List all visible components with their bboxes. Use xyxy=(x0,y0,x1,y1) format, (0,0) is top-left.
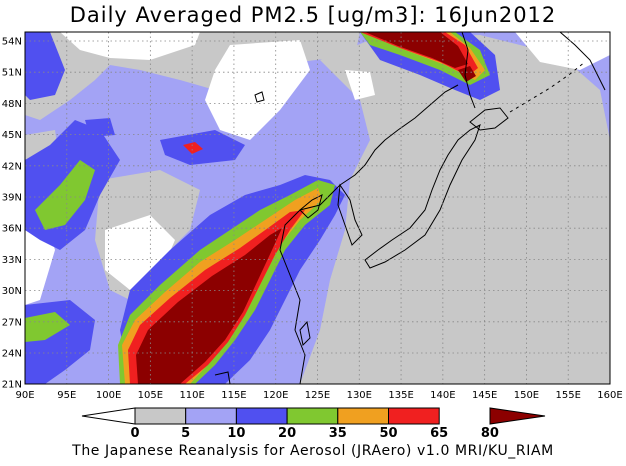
lon-tick-label: 140E xyxy=(430,390,455,401)
latitude-labels: 54N 51N 48N 45N 42N 39N 36N 33N 30N 27N 24N 21N xyxy=(2,37,22,391)
lat-tick-label: 45N xyxy=(2,130,22,141)
graticule xyxy=(25,32,610,384)
blue-region-north-patch xyxy=(160,130,245,165)
colorbar-right-arrow xyxy=(489,407,546,425)
lon-tick-label: 95E xyxy=(57,390,76,401)
colorbar-segment xyxy=(185,407,237,425)
colorbar-level-label: 10 xyxy=(227,426,245,440)
white-region-north xyxy=(60,32,200,60)
lon-tick-label: 145E xyxy=(472,390,497,401)
colorbar-level-label: 35 xyxy=(329,426,347,440)
white-region-sea-patch xyxy=(345,70,375,100)
colorbar-segment xyxy=(286,407,339,425)
colorbar-level-label: 20 xyxy=(278,426,296,440)
grey-region-sea xyxy=(300,35,610,384)
colorbar-segment xyxy=(235,407,288,425)
white-region-northcentral xyxy=(205,40,310,140)
lon-tick-label: 160E xyxy=(597,390,622,401)
colorbar-segment xyxy=(388,407,440,425)
concentration-field xyxy=(25,32,610,384)
lat-tick-label: 33N xyxy=(2,255,22,266)
lat-tick-label: 51N xyxy=(2,68,22,79)
lon-tick-label: 130E xyxy=(347,390,372,401)
coastline-bohai xyxy=(299,194,323,219)
coastline-asia xyxy=(279,84,459,384)
darkred-region-hotspot xyxy=(458,66,476,82)
lon-tick-label: 155E xyxy=(556,390,581,401)
colorbar-level-label: 80 xyxy=(481,426,499,440)
map-title: Daily Averaged PM2.5 [ug/m3]: 16Jun2012 xyxy=(69,3,557,27)
coastline-japan xyxy=(364,124,481,269)
lon-tick-label: 120E xyxy=(263,390,288,401)
lat-tick-label: 21N xyxy=(2,380,22,391)
coastline-taiwan xyxy=(299,320,311,347)
lon-tick-label: 105E xyxy=(138,390,163,401)
lon-tick-label: 90E xyxy=(15,390,34,401)
lon-tick-label: 135E xyxy=(388,390,413,401)
map-frame xyxy=(24,31,611,385)
coastline-hainan xyxy=(214,371,231,384)
colorbar-level-label: 50 xyxy=(379,426,397,440)
coastline-korea xyxy=(337,183,363,246)
lon-tick-label: 115E xyxy=(221,390,246,401)
white-region-topright xyxy=(515,32,610,70)
colorbar-level-label: 65 xyxy=(430,426,448,440)
credit-line: The Japanese Reanalysis for Aerosol (JRA… xyxy=(72,443,554,459)
colorbar-left-arrow xyxy=(81,407,136,425)
lake-khanka xyxy=(254,91,265,103)
blue-region-northwest xyxy=(25,32,65,100)
lon-tick-label: 125E xyxy=(305,390,330,401)
lat-tick-label: 48N xyxy=(2,99,22,110)
colorbar-segment xyxy=(337,407,389,425)
lat-tick-label: 36N xyxy=(2,224,22,235)
colorbar: 0 5 10 20 35 50 65 80 xyxy=(81,407,546,440)
pm25-map: 90E 95E 100E 105E 110E 115E 120E 125E 130E 135E 14… xyxy=(2,31,623,440)
longitude-labels: 90E 95E 100E 105E 110E 115E 120E 125E 130E 135E 14… xyxy=(15,390,622,401)
colorbar-level-label: 5 xyxy=(181,426,190,440)
lon-tick-label: 110E xyxy=(179,390,204,401)
lat-tick-label: 24N xyxy=(2,349,22,360)
lat-tick-label: 27N xyxy=(2,317,22,328)
green-region-west xyxy=(35,160,95,230)
lon-tick-label: 150E xyxy=(514,390,539,401)
kuril-islands xyxy=(509,61,586,113)
lat-tick-label: 39N xyxy=(2,193,22,204)
lon-tick-label: 100E xyxy=(96,390,121,401)
blue-region-small-north xyxy=(85,118,115,137)
coastline-sakhalin xyxy=(461,32,476,109)
colorbar-segment xyxy=(134,407,187,425)
darkred-region-plume xyxy=(136,228,282,384)
green-region-sw xyxy=(25,312,70,342)
lat-tick-label: 42N xyxy=(2,161,22,172)
red-region-small-spot xyxy=(183,142,203,154)
lat-tick-label: 54N xyxy=(2,37,22,48)
colorbar-level-label: 0 xyxy=(130,426,139,440)
lat-tick-label: 30N xyxy=(2,286,22,297)
